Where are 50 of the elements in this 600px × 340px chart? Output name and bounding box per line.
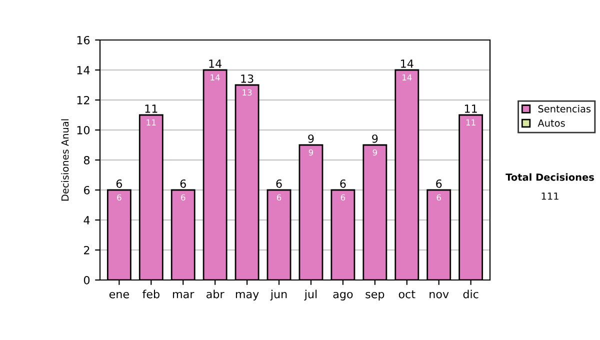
- y-tick-label: 16: [77, 36, 90, 44]
- annotation: 9: [372, 134, 378, 143]
- y-tick-label: 14: [77, 66, 90, 74]
- x-tick-label: oct: [398, 290, 416, 298]
- y-tick-label: 0: [84, 276, 90, 284]
- data-label: 6: [117, 194, 122, 201]
- annotation: 14: [209, 60, 222, 68]
- text: Total Decisiones: [506, 173, 594, 181]
- x-tick-label: feb: [142, 290, 160, 298]
- x-tick-label: nov: [430, 292, 449, 298]
- data-label: 9: [372, 149, 377, 156]
- data-label: 14: [210, 74, 220, 80]
- legend-label: Sentencias: [538, 104, 591, 112]
- x-tick-label: mar: [173, 292, 194, 298]
- x-tick-label: jun: [270, 290, 287, 300]
- y-tick-label: 8: [84, 156, 90, 164]
- annotation: 9: [308, 134, 314, 143]
- x-tick-label: abr: [206, 290, 224, 298]
- annotation: 6: [116, 179, 122, 188]
- data-label: 6: [340, 194, 346, 201]
- annotation: 13: [241, 74, 254, 83]
- data-label: 11: [466, 119, 476, 126]
- y-axis-title: Decisiones Anual: [61, 119, 69, 201]
- data-label: 14: [402, 74, 412, 80]
- x-tick-label: sep: [366, 292, 384, 300]
- annotation: 6: [340, 179, 346, 188]
- text: 111: [542, 192, 558, 200]
- data-label: 13: [242, 89, 252, 96]
- y-tick-label: 4: [84, 216, 90, 224]
- data-label: 6: [276, 194, 282, 201]
- legend-label: Autos: [538, 120, 565, 127]
- annotation: 6: [180, 179, 186, 188]
- x-tick-label: dic: [463, 290, 478, 298]
- data-label: 6: [436, 194, 441, 201]
- annotation: 14: [401, 60, 414, 68]
- data-label: 9: [308, 149, 314, 156]
- annotation: 6: [436, 179, 442, 188]
- y-tick-label: 10: [77, 126, 90, 134]
- x-tick-label: jul: [304, 290, 317, 300]
- annotation: 11: [145, 104, 158, 113]
- x-tick-label: ene: [109, 292, 129, 298]
- y-tick-label: 2: [84, 246, 90, 254]
- data-label: 6: [181, 194, 186, 201]
- x-tick-label: may: [236, 292, 259, 300]
- y-tick-label: 6: [84, 186, 90, 194]
- annotation: 6: [276, 179, 282, 188]
- data-label: 11: [146, 119, 156, 126]
- annotation: 11: [464, 104, 477, 113]
- y-tick-label: 12: [77, 96, 90, 104]
- x-tick-label: ago: [333, 292, 353, 300]
